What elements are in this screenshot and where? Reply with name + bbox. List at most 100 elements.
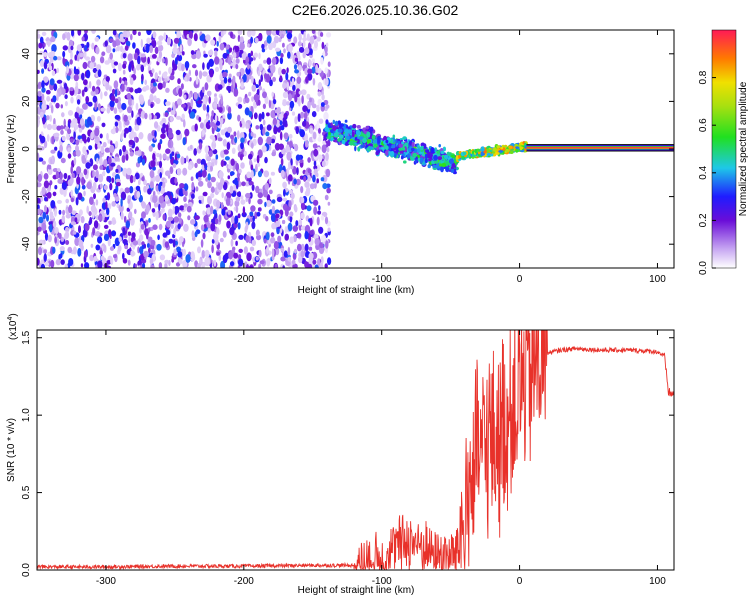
spectrogram-cell (178, 238, 182, 246)
spectrogram-cell (207, 181, 212, 189)
spectrogram-cell (124, 244, 129, 250)
spectrogram-cell (163, 32, 167, 41)
spectrogram-cell (312, 78, 316, 86)
spectrogram-cell (313, 160, 317, 167)
spectrogram-cell (86, 41, 90, 49)
spectrogram-cell (220, 30, 224, 38)
spectrogram-cell (88, 211, 92, 217)
spectrogram-cell (266, 200, 272, 208)
spectrogram-cell (201, 169, 207, 178)
spectrogram-cell (153, 82, 157, 87)
spectrogram-cell (85, 69, 91, 79)
spectrogram-cell (214, 114, 218, 123)
spectrogram-cell (165, 220, 172, 228)
spectrogram-cell (101, 171, 106, 176)
spectrogram-cell (214, 218, 219, 225)
spectrogram-cell (76, 99, 81, 105)
spectrogram-cell (290, 158, 293, 167)
spectrogram-cell (240, 162, 245, 169)
spectrogram-cell (183, 223, 189, 232)
spectrogram-cell (73, 131, 76, 140)
spectrogram-cell (238, 234, 244, 240)
x-tick-label: -200 (234, 576, 254, 587)
spectrogram-cell (96, 115, 101, 122)
spectrogram-cell (316, 36, 321, 42)
spectrogram-cell (137, 55, 141, 65)
spectrogram-cell (326, 147, 330, 153)
spectrogram-cell (165, 124, 169, 133)
spectrogram-cell (74, 217, 78, 223)
spectrogram-cell (59, 172, 63, 180)
spectrogram-cell (107, 203, 112, 210)
spectrogram-cell (321, 160, 326, 168)
spectrogram-cell (60, 104, 63, 109)
spectrogram-cell (41, 87, 46, 93)
colorbar-tick-label: 0.0 (698, 261, 709, 275)
spectrogram-cell (215, 154, 219, 160)
spectrogram-cell (222, 52, 228, 59)
x-tick-label: -100 (372, 274, 392, 285)
spectrogram-cell (117, 101, 122, 110)
spectrogram-cell (98, 173, 104, 183)
spectrogram-cell (46, 40, 52, 46)
spectrogram-cell (158, 223, 163, 231)
spectrogram-cell (296, 167, 299, 176)
spectrogram-cell (93, 193, 96, 200)
spectrogram-cell (505, 149, 509, 153)
spectrogram-cell (227, 86, 231, 94)
spectrogram-cell (320, 32, 324, 37)
spectrogram-cell (265, 215, 269, 222)
spectrogram-cell (106, 132, 109, 141)
spectrogram-cell (136, 191, 141, 199)
spectrogram-cell (177, 78, 181, 85)
spectrogram-cell (68, 205, 73, 214)
spectrogram-cell (177, 212, 182, 218)
spectrogram-cell (164, 259, 170, 264)
spectrogram-cell (233, 88, 239, 97)
spectrogram-cell (218, 170, 224, 179)
spectrogram-cell (248, 236, 252, 244)
spectrogram-cell (94, 36, 100, 42)
spectrogram-cell (306, 205, 312, 212)
spectrogram-cell (64, 94, 68, 100)
spectrogram-cell (269, 79, 273, 87)
spectrogram-cell (172, 239, 176, 248)
spectrogram-cell (111, 59, 116, 69)
spectrogram-cell (65, 213, 71, 219)
spectrogram-cell (294, 69, 300, 74)
spectrogram-cell (261, 43, 265, 50)
spectrogram-cell (303, 175, 307, 182)
spectrogram-cell (141, 244, 145, 250)
spectrogram-cell (304, 230, 308, 239)
spectrogram-cell (37, 197, 41, 204)
spectrogram-cell (307, 68, 313, 75)
spectrogram-cell (250, 164, 254, 171)
spectrogram-cell (119, 45, 124, 53)
spectrogram-cell (266, 35, 272, 44)
spectrogram-cell (225, 197, 231, 206)
spectrogram-cell (280, 125, 285, 131)
spectrogram-cell (254, 211, 258, 220)
spectrogram-cell (208, 96, 211, 104)
spectrogram-cell (176, 168, 182, 176)
spectrogram-cell (419, 157, 424, 164)
spectrogram-cell (87, 101, 93, 107)
spectrogram-cell (141, 176, 145, 182)
spectrogram-cell (98, 157, 103, 165)
spectrogram-cell (114, 88, 118, 98)
spectrogram-cell (255, 256, 259, 261)
spectrogram-cell (251, 184, 255, 192)
spectrogram-cell (182, 167, 188, 176)
spectrogram-cell (124, 45, 129, 51)
spectrogram-cell (306, 33, 310, 42)
spectrogram-cell (62, 209, 66, 216)
spectrogram-cell (480, 151, 484, 157)
spectrogram-cell (180, 83, 184, 90)
spectrogram-cell (240, 81, 245, 89)
spectrogram-cell (427, 164, 431, 169)
spectrogram-cell (111, 201, 116, 207)
spectrogram-cell (155, 211, 159, 221)
spectrogram-cell (265, 73, 271, 83)
spectrogram-cell (80, 216, 85, 224)
spectrogram-cell (289, 211, 294, 217)
